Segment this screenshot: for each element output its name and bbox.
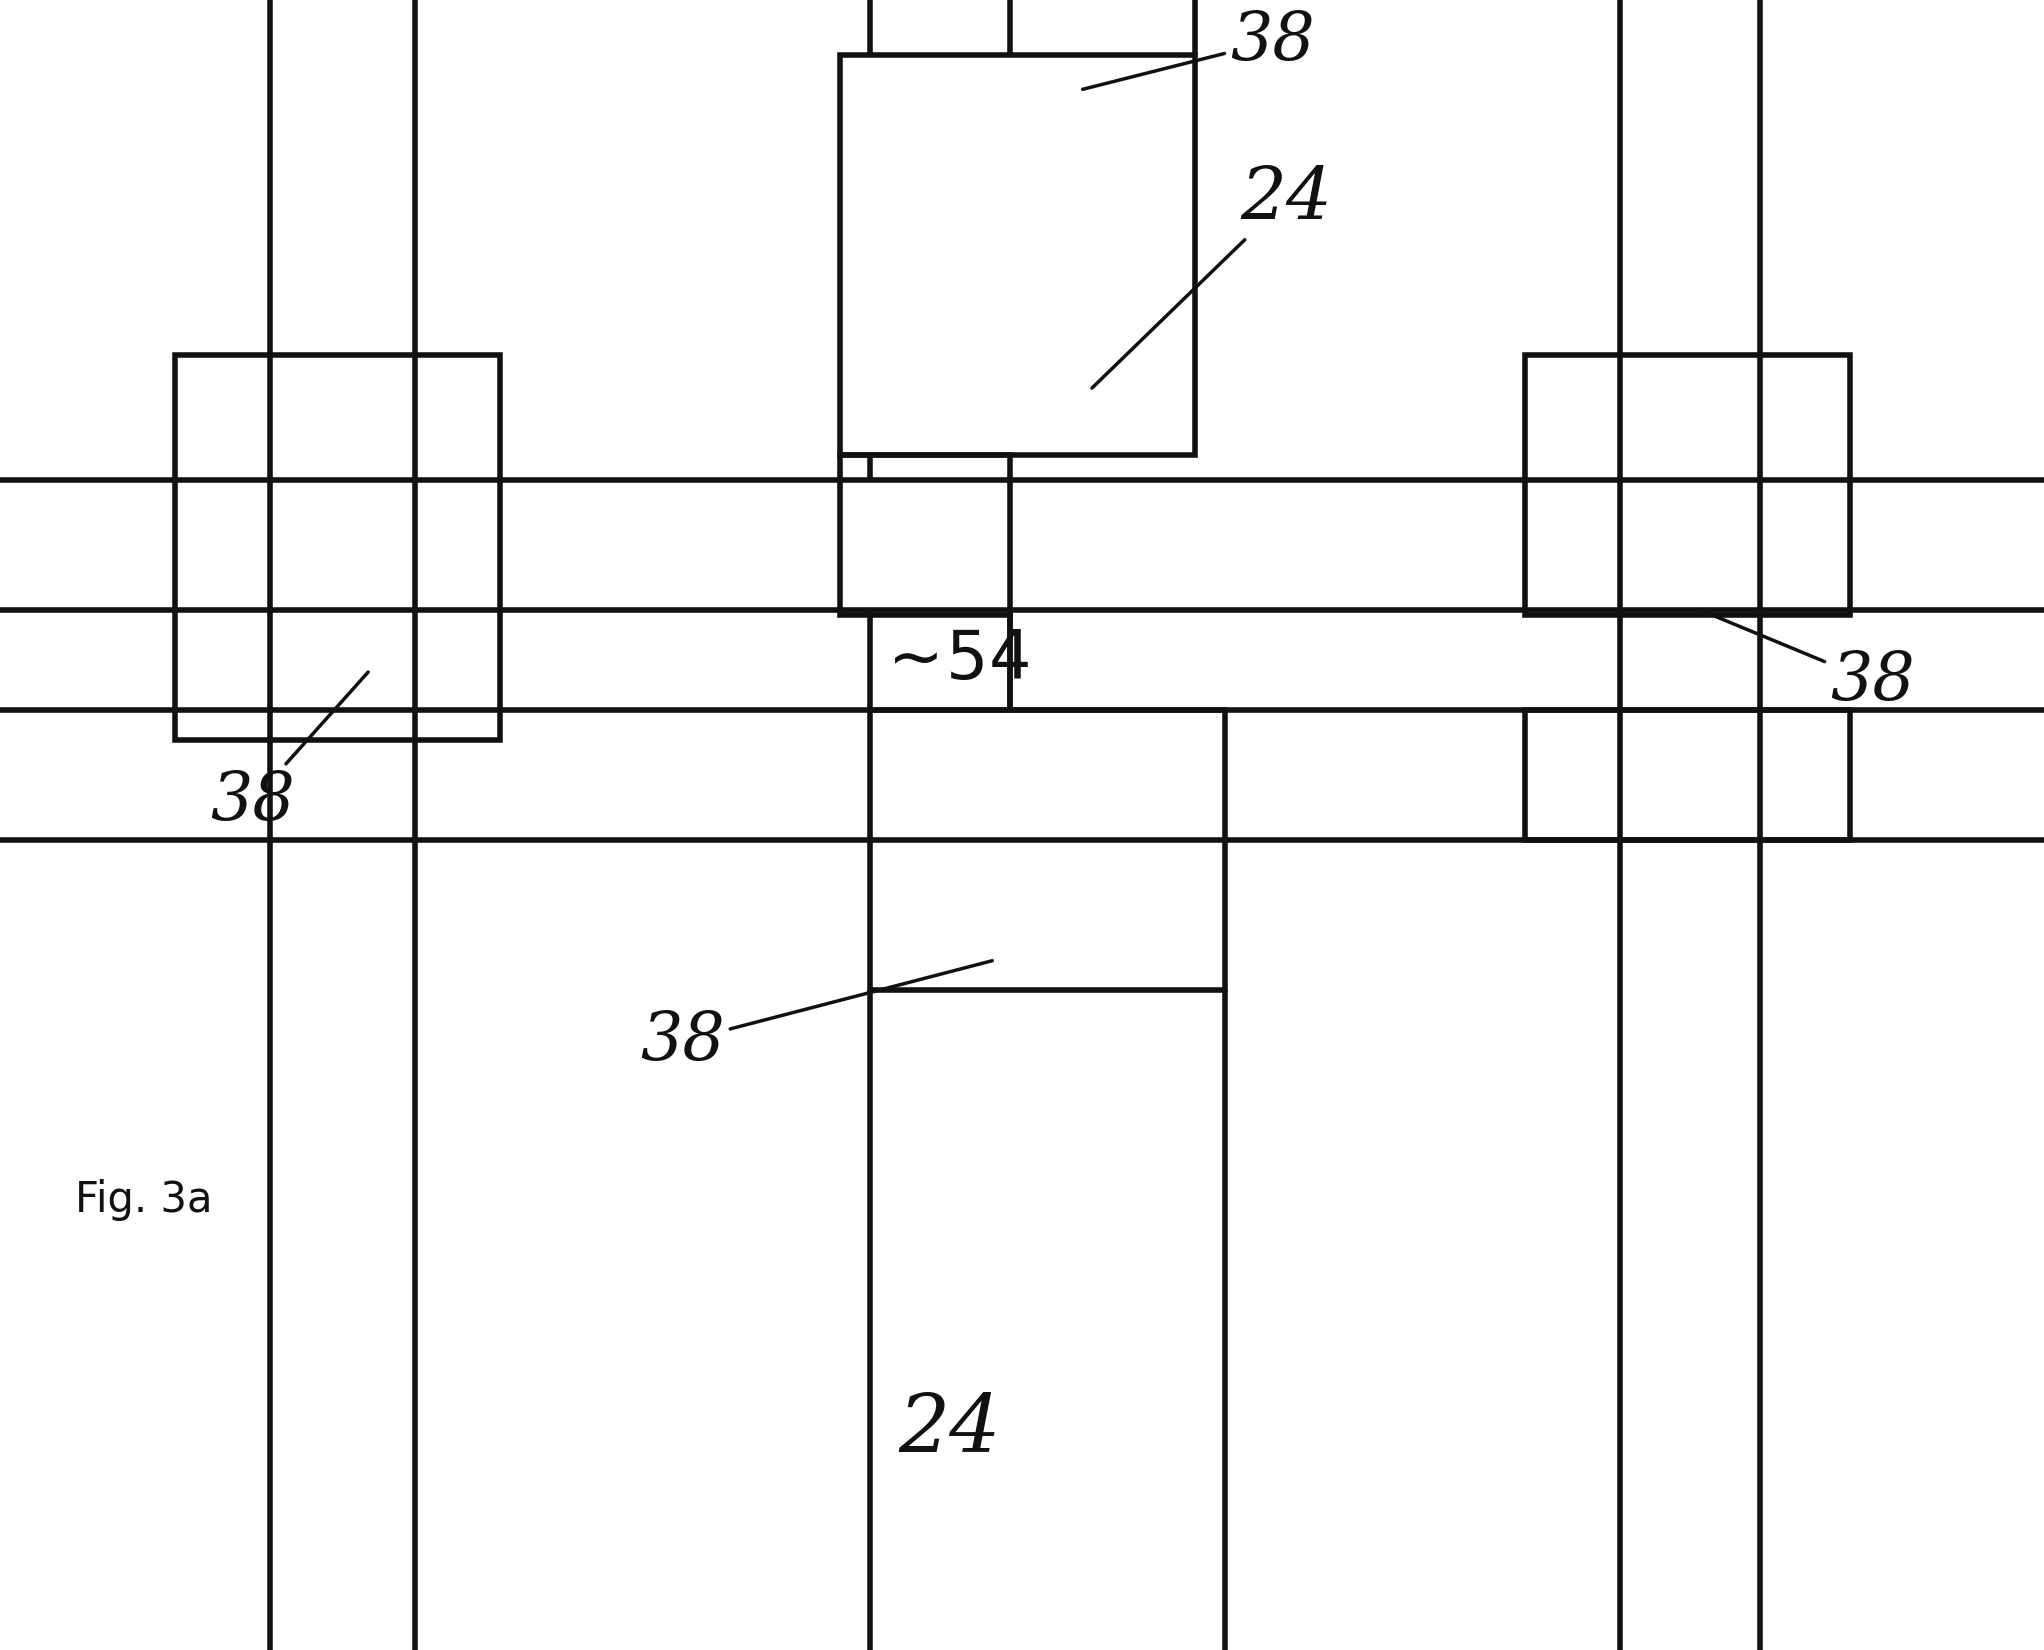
Text: Fig. 3a: Fig. 3a xyxy=(76,1180,213,1221)
Text: 24: 24 xyxy=(899,1391,1002,1468)
Bar xyxy=(1525,355,1850,615)
Text: 38: 38 xyxy=(1703,610,1915,714)
Text: 24: 24 xyxy=(1091,165,1333,388)
Bar xyxy=(840,54,1196,455)
Text: 38: 38 xyxy=(640,960,991,1074)
Bar xyxy=(871,710,1224,990)
Bar xyxy=(176,355,501,739)
Bar xyxy=(1525,710,1850,840)
Bar xyxy=(840,455,1010,615)
Text: 38: 38 xyxy=(1083,8,1314,89)
Text: 38: 38 xyxy=(211,672,368,833)
Text: $\mathit{\sim\!54}$: $\mathit{\sim\!54}$ xyxy=(875,627,1028,693)
